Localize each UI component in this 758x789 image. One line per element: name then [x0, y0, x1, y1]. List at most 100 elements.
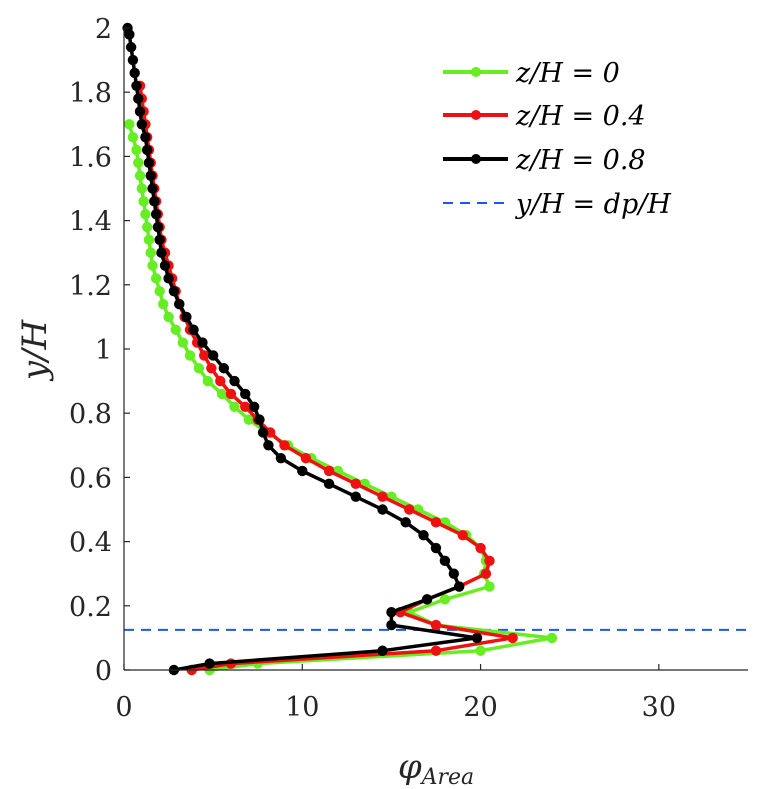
data-point: [134, 170, 146, 181]
data-point: [129, 67, 140, 79]
legend-item-dp: y/H = dp/H: [443, 189, 671, 220]
data-point: [174, 298, 185, 310]
data-point: [404, 504, 415, 515]
data-point: [377, 491, 388, 502]
data-point: [206, 363, 217, 374]
legend-marker-z08: [471, 154, 481, 164]
data-point: [439, 594, 451, 605]
plot-area: [122, 22, 748, 676]
data-point: [448, 568, 460, 579]
data-point: [546, 632, 558, 644]
data-point: [248, 401, 260, 412]
data-point: [140, 208, 151, 220]
legend-item-z08: z/H = 0.8: [443, 145, 646, 176]
data-point: [131, 80, 142, 91]
data-point: [350, 491, 361, 502]
data-point: [145, 247, 156, 258]
data-point: [133, 157, 144, 169]
data-point: [170, 324, 181, 335]
data-point: [215, 375, 226, 387]
data-point: [471, 632, 483, 644]
y-tick-label: 2: [95, 14, 112, 45]
data-point: [225, 388, 237, 400]
data-point: [125, 42, 137, 53]
data-point: [202, 375, 213, 387]
legend-label-z04: z/H = 0.4: [515, 101, 646, 132]
y-tick-label: 0.8: [69, 399, 112, 430]
y-tick-label: 0.6: [69, 463, 112, 494]
data-point: [386, 607, 397, 618]
x-tick-label: 30: [642, 692, 676, 723]
data-point: [145, 170, 156, 181]
data-point: [323, 465, 335, 477]
data-point: [243, 414, 254, 425]
data-point: [279, 440, 290, 451]
data-point: [188, 324, 199, 335]
data-point: [475, 542, 486, 554]
legend-label-z0: z/H = 0: [515, 58, 620, 89]
data-point: [297, 465, 308, 477]
axis-ticks: 0 10 20 30 0 0.2 0.4 0.6 0.8 1 1.2 1.4 1.6 1.8 2: [69, 14, 748, 723]
data-point: [177, 337, 189, 348]
data-point: [254, 414, 265, 425]
data-point: [134, 106, 146, 117]
data-point: [168, 286, 180, 297]
y-axis-title: y/H: [15, 319, 55, 383]
y-tick-label: 0: [95, 656, 112, 687]
data-point: [475, 645, 486, 656]
data-point: [430, 619, 442, 631]
data-point: [480, 568, 492, 579]
x-tick-label: 0: [115, 692, 132, 723]
data-point: [150, 208, 162, 220]
data-point: [218, 363, 230, 374]
data-point: [263, 440, 274, 451]
data-point: [350, 478, 361, 490]
y-tick-label: 1.4: [69, 207, 112, 238]
data-point: [163, 311, 174, 323]
y-tick-label: 1.8: [69, 78, 112, 109]
data-point: [240, 388, 251, 400]
data-point: [430, 542, 442, 554]
data-point: [377, 504, 388, 515]
data-point: [430, 645, 442, 656]
data-point: [131, 144, 142, 156]
data-point: [484, 581, 495, 592]
data-point: [163, 273, 174, 284]
data-point: [430, 517, 442, 528]
y-tick-label: 1.2: [69, 271, 112, 302]
legend-label-dp: y/H = dp/H: [515, 189, 671, 220]
data-point: [158, 298, 169, 310]
data-point: [216, 388, 228, 400]
data-point: [264, 427, 276, 438]
data-point: [143, 157, 155, 169]
x-tick-label: 20: [463, 692, 497, 723]
data-point: [240, 401, 251, 412]
data-point: [204, 658, 215, 669]
data-point: [124, 119, 135, 130]
legend-marker-z04: [471, 110, 481, 120]
x-tick-label: 10: [285, 692, 319, 723]
legend-label-z08: z/H = 0.8: [515, 145, 646, 176]
y-tick-label: 0.2: [69, 592, 112, 623]
x-axis-title: φArea: [398, 747, 474, 789]
data-point: [507, 632, 518, 644]
data-point: [300, 452, 312, 464]
data-point: [138, 196, 149, 207]
data-point: [147, 183, 158, 194]
legend: z/H = 0 z/H = 0.4 z/H = 0.8 y/H = dp/H: [443, 58, 671, 220]
data-point: [147, 260, 158, 271]
data-point: [154, 234, 165, 246]
data-point: [275, 452, 287, 464]
data-point: [207, 350, 219, 361]
data-point: [149, 196, 160, 207]
data-point: [127, 54, 139, 66]
data-point: [418, 529, 429, 541]
legend-item-z0: z/H = 0: [443, 58, 620, 89]
data-point: [229, 401, 240, 412]
data-point: [229, 375, 240, 387]
series-2: [122, 22, 483, 676]
data-point: [257, 427, 269, 438]
data-point: [156, 247, 167, 258]
data-point: [159, 260, 171, 271]
data-point: [457, 529, 468, 541]
